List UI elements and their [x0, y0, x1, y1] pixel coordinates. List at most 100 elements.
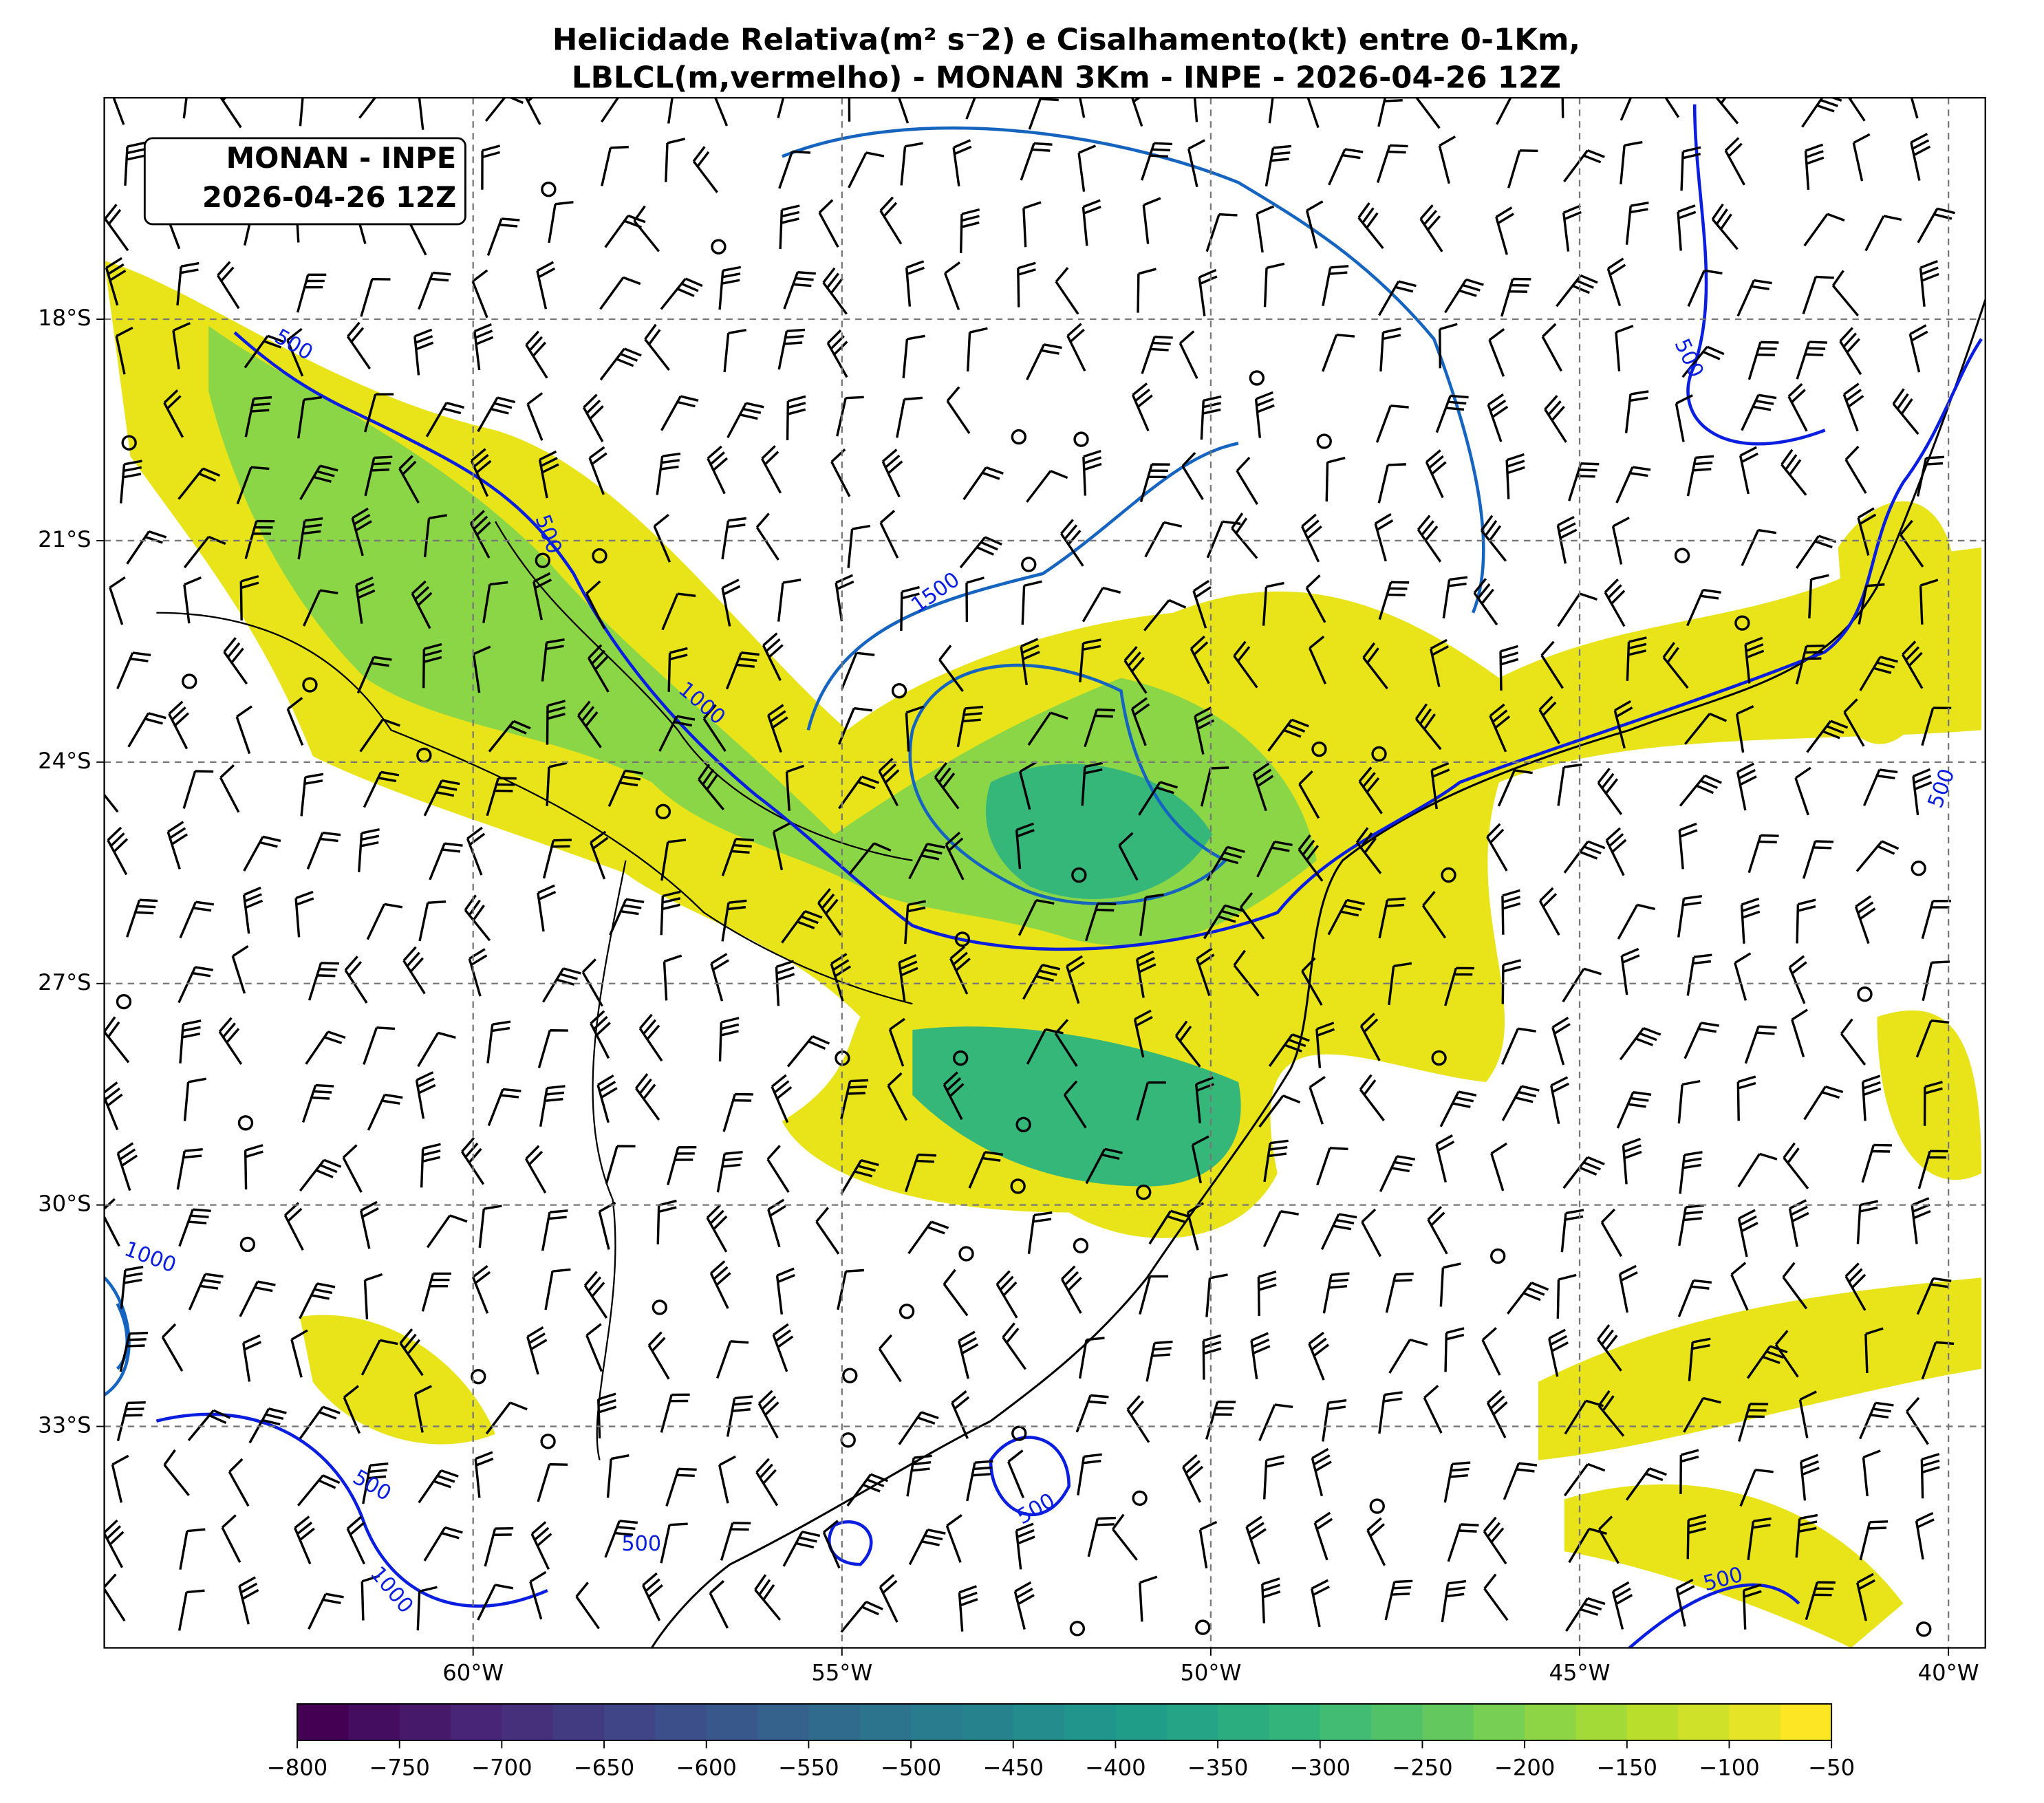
wind-barb	[524, 98, 541, 125]
wind-barb	[582, 393, 604, 442]
wind-barb	[172, 322, 191, 369]
wind-barb	[470, 448, 492, 497]
wind-barb	[837, 706, 872, 745]
wind-barb	[1007, 1449, 1025, 1499]
wind-barb	[1624, 390, 1649, 433]
wind-barb	[1724, 137, 1745, 186]
colorbar-tick-label: −100	[1699, 1755, 1759, 1781]
wind-barb	[1541, 323, 1562, 372]
x-tick-label: 40°W	[1918, 1659, 1979, 1685]
wind-barb	[548, 201, 574, 244]
wind-barb	[1734, 952, 1752, 1001]
wind-barb	[242, 1334, 262, 1382]
wind-barb	[847, 524, 871, 568]
wind-barb	[120, 1265, 144, 1309]
wind-barb	[1315, 1022, 1335, 1068]
wind-barb	[544, 1268, 571, 1310]
wind-barb	[297, 1474, 341, 1507]
colorbar-tick-label: −300	[1290, 1755, 1351, 1781]
wind-barb	[665, 1467, 697, 1507]
wind-barb	[529, 1570, 547, 1620]
wind-barb	[1910, 133, 1931, 181]
wind-barb	[399, 1328, 424, 1376]
wind-barb	[235, 705, 252, 755]
wind-barb	[218, 1017, 243, 1065]
wind-barb	[1597, 1390, 1625, 1437]
wind-barb	[767, 1198, 786, 1248]
wind-barb	[1861, 1075, 1882, 1121]
wind-barb	[356, 656, 392, 694]
wind-barb	[539, 1085, 566, 1127]
wind-barb	[488, 720, 531, 753]
wind-barb	[1262, 1455, 1284, 1500]
wind-barb	[660, 1393, 690, 1433]
wind-barb	[344, 956, 368, 1004]
wind-barb	[1597, 768, 1623, 815]
wind-barb	[1922, 960, 1950, 1002]
wind-barb	[830, 448, 851, 497]
wind-barb	[1741, 393, 1777, 431]
wind-barb	[359, 718, 400, 753]
colorbar-band	[1320, 1703, 1373, 1741]
wind-barb	[1385, 1272, 1414, 1313]
wind-barb	[1139, 893, 1164, 936]
wind-barb	[601, 145, 629, 186]
wind-barb	[484, 98, 528, 122]
wind-barb	[1798, 1390, 1817, 1438]
wind-barb	[104, 766, 119, 813]
wind-barb	[716, 1340, 749, 1379]
wind-barb	[477, 396, 516, 433]
wind-barb	[163, 1449, 190, 1496]
shaded-area	[299, 1315, 496, 1445]
wind-barb	[1138, 781, 1179, 816]
wind-barb	[665, 138, 686, 182]
wind-barb	[1022, 964, 1061, 1000]
wind-barb	[1864, 215, 1902, 252]
wind-barb	[1084, 708, 1115, 748]
wind-barb	[1683, 1022, 1719, 1059]
wind-barb	[585, 580, 605, 629]
wind-barb	[1562, 204, 1582, 252]
wind-barb	[1744, 1025, 1777, 1064]
wind-barb	[294, 1515, 315, 1565]
wind-barb	[1179, 330, 1198, 379]
wind-barb	[530, 1521, 552, 1570]
wind-barb	[1736, 279, 1772, 317]
wind-barb	[826, 329, 848, 378]
wind-barb	[1620, 947, 1640, 995]
wind-barb	[1683, 1396, 1721, 1433]
wind-barb	[1206, 845, 1245, 881]
wind-barb	[945, 1513, 962, 1563]
contour-label: 500	[621, 1532, 661, 1556]
wind-barb	[786, 395, 806, 440]
wind-barb	[1737, 1209, 1758, 1257]
wind-barb	[286, 697, 304, 746]
wind-barb	[526, 1326, 548, 1375]
wind-barb	[1378, 1391, 1403, 1434]
wind-barb	[126, 530, 167, 565]
wind-barb	[1620, 98, 1633, 121]
wind-barb	[217, 261, 240, 310]
wind-barb	[532, 572, 552, 620]
calm-marker	[652, 1299, 667, 1315]
wind-barb	[351, 507, 372, 557]
calm-marker	[1015, 1116, 1031, 1132]
colorbar-band	[1013, 1703, 1066, 1741]
wind-barb	[1017, 261, 1036, 307]
wind-barb	[1739, 446, 1758, 495]
wind-barb	[221, 1514, 241, 1563]
wind-barb	[1486, 823, 1508, 872]
shaded-area	[1838, 501, 1956, 744]
wind-barb	[1066, 323, 1086, 372]
wind-barb	[1298, 770, 1320, 819]
colorbar-band	[1371, 1703, 1423, 1741]
wind-barb	[1015, 1522, 1035, 1570]
wind-barb	[115, 326, 133, 375]
calm-marker	[1311, 741, 1327, 757]
wind-barb	[1268, 98, 1274, 124]
wind-barb	[1687, 269, 1723, 307]
wind-barb	[104, 204, 129, 252]
wind-barb	[1148, 1209, 1189, 1245]
